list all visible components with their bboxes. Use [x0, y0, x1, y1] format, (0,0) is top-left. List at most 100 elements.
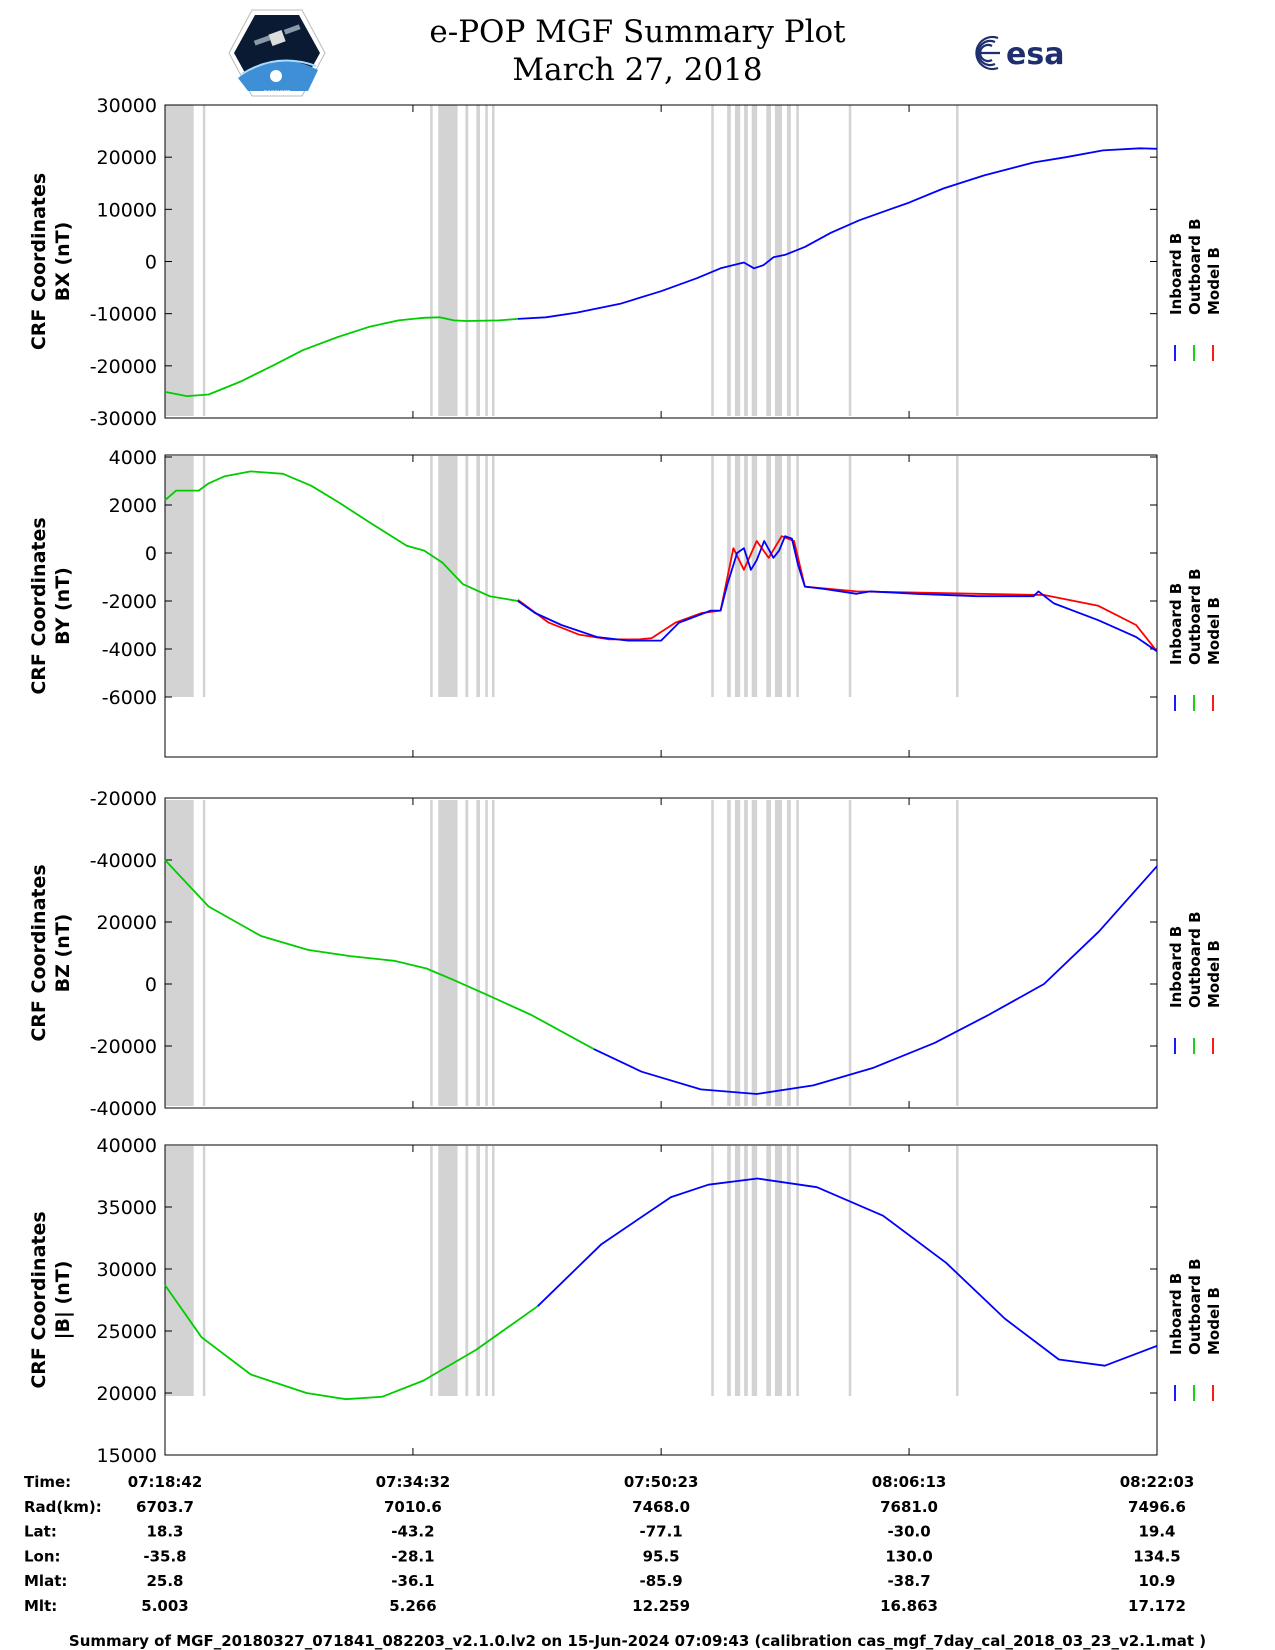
data-gap-band [751, 456, 758, 697]
data-gap-band [744, 1146, 748, 1396]
data-gap-band [438, 456, 458, 697]
y-tick-label: 40000 [97, 1135, 157, 1157]
ephemeris-value: 12.259 [632, 1597, 690, 1615]
data-gap-band [202, 1146, 206, 1396]
y-axis-label: CRF Coordinates BX (nT) [28, 173, 74, 350]
data-gap-band [465, 105, 469, 416]
data-gap-band [711, 800, 714, 1106]
y-tick-label: -2000 [102, 591, 157, 613]
data-gap-band [430, 800, 433, 1106]
ephemeris-row-label: Rad(km): [24, 1498, 102, 1516]
data-gap-band [438, 800, 458, 1106]
panel-1: 30000 20000 10000 0 -10000 -20000 -30000 CRF Co… [28, 95, 1223, 430]
ephemeris-value: 19.4 [1138, 1523, 1175, 1541]
y-tick-label: 30000 [97, 95, 157, 117]
logo-left-text: CASSIOPE [263, 90, 291, 96]
y-axis-label-line: CRF Coordinates [28, 517, 50, 694]
ephemeris-row-label: Mlat: [24, 1572, 67, 1590]
data-gap-band [774, 105, 782, 416]
data-gap-band [465, 1146, 469, 1396]
ephemeris-value: 6703.7 [136, 1498, 194, 1516]
data-gap-band [744, 800, 748, 1106]
legend-label: Outboard B [1186, 218, 1204, 315]
ephemeris-value: 134.5 [1133, 1547, 1180, 1565]
legend-label: Inboard B [1167, 233, 1185, 315]
data-gap-band [476, 105, 481, 416]
ephemeris-value: 5.003 [141, 1597, 188, 1615]
data-gap-band [786, 1146, 791, 1396]
data-gap-band [774, 1146, 782, 1396]
data-gap-band [848, 456, 852, 697]
data-gap-band [438, 105, 458, 416]
data-gap-band [848, 105, 852, 416]
y-tick-label: 0 [145, 974, 157, 996]
data-gap-band [202, 800, 206, 1106]
plot-frame [164, 104, 1158, 419]
data-gap-band [485, 1146, 488, 1396]
data-gap-band [727, 1146, 731, 1396]
data-gap-band [774, 800, 782, 1106]
data-gap-band [202, 456, 206, 697]
y-tick-label: 20000 [97, 912, 157, 934]
data-gap-band [744, 456, 748, 697]
ephemeris-value: 5.266 [389, 1597, 436, 1615]
data-gap-band [744, 105, 748, 416]
y-tick-label: 20000 [97, 1383, 157, 1405]
y-tick-label: 35000 [97, 1197, 157, 1219]
data-gap-band [711, 1146, 714, 1396]
data-gap-band [734, 456, 741, 697]
data-gap-band [766, 800, 772, 1106]
data-gap-band [492, 456, 495, 697]
y-tick-label: -20000 [90, 788, 157, 810]
ephemeris-value: 07:18:42 [128, 1473, 203, 1491]
panel-4: 40000 35000 30000 25000 20000 15000 CRF Coordi… [28, 1135, 1223, 1467]
series-line-inboard-b [593, 865, 1158, 1095]
logo-right-text: esa [1006, 37, 1064, 72]
ephemeris-row-label: Mlt: [24, 1597, 57, 1615]
data-gap-band [711, 456, 714, 697]
y-axis-label-line: BY (nT) [52, 567, 74, 645]
legend-label: Outboard B [1186, 1258, 1204, 1355]
data-gap-band [476, 800, 481, 1106]
data-gap-band [751, 105, 758, 416]
y-tick-label: 30000 [97, 1259, 157, 1281]
data-gap-band [465, 456, 469, 697]
ephemeris-value: -30.0 [887, 1523, 930, 1541]
ephemeris-row-label: Lat: [24, 1523, 57, 1541]
y-axis-label: CRF Coordinates BZ (nT) [28, 864, 74, 1041]
data-gap-band [711, 105, 714, 416]
data-gap-band [786, 105, 791, 416]
ephemeris-value: 07:50:23 [624, 1473, 699, 1491]
ephemeris-value: 10.9 [1138, 1572, 1175, 1590]
ephemeris-value: 25.8 [146, 1572, 183, 1590]
data-gap-band [848, 1146, 852, 1396]
panel-3: -20000 -40000 20000 0 -20000 -40000 CRF Coordi… [28, 788, 1223, 1120]
data-gap-band [202, 105, 206, 416]
panel-2: 4000 2000 0 -2000 -4000 -6000 CRF Coordinates B… [28, 447, 1223, 758]
y-tick-label: 2000 [109, 495, 157, 517]
data-gap-band [485, 800, 488, 1106]
ephemeris-value: -43.2 [391, 1523, 434, 1541]
data-gap-band [786, 456, 791, 697]
ephemeris-value: 7496.6 [1128, 1498, 1186, 1516]
ephemeris-value: 08:06:13 [872, 1473, 947, 1491]
data-gap-band [476, 1146, 481, 1396]
ephemeris-row-label: Time: [24, 1473, 71, 1491]
y-tick-label: -10000 [90, 304, 157, 326]
y-axis-label-line: |B| (nT) [52, 1261, 74, 1340]
y-tick-label: -20000 [90, 1036, 157, 1058]
data-gap-band [727, 105, 731, 416]
y-tick-label: 25000 [97, 1321, 157, 1343]
series-line-inboard-b [537, 1177, 1158, 1367]
y-axis-label-line: BZ (nT) [52, 914, 74, 993]
y-axis-label-line: CRF Coordinates [28, 173, 50, 350]
data-gap-band [956, 456, 959, 697]
ephemeris-value: -35.8 [143, 1547, 186, 1565]
data-gap-band [734, 105, 741, 416]
ephemeris-value: -36.1 [391, 1572, 434, 1590]
data-gap-band [430, 456, 433, 697]
data-gap-band [796, 800, 799, 1106]
legend-label: Model B [1205, 940, 1223, 1008]
page-title: e-POP MGF Summary Plot [429, 14, 846, 50]
